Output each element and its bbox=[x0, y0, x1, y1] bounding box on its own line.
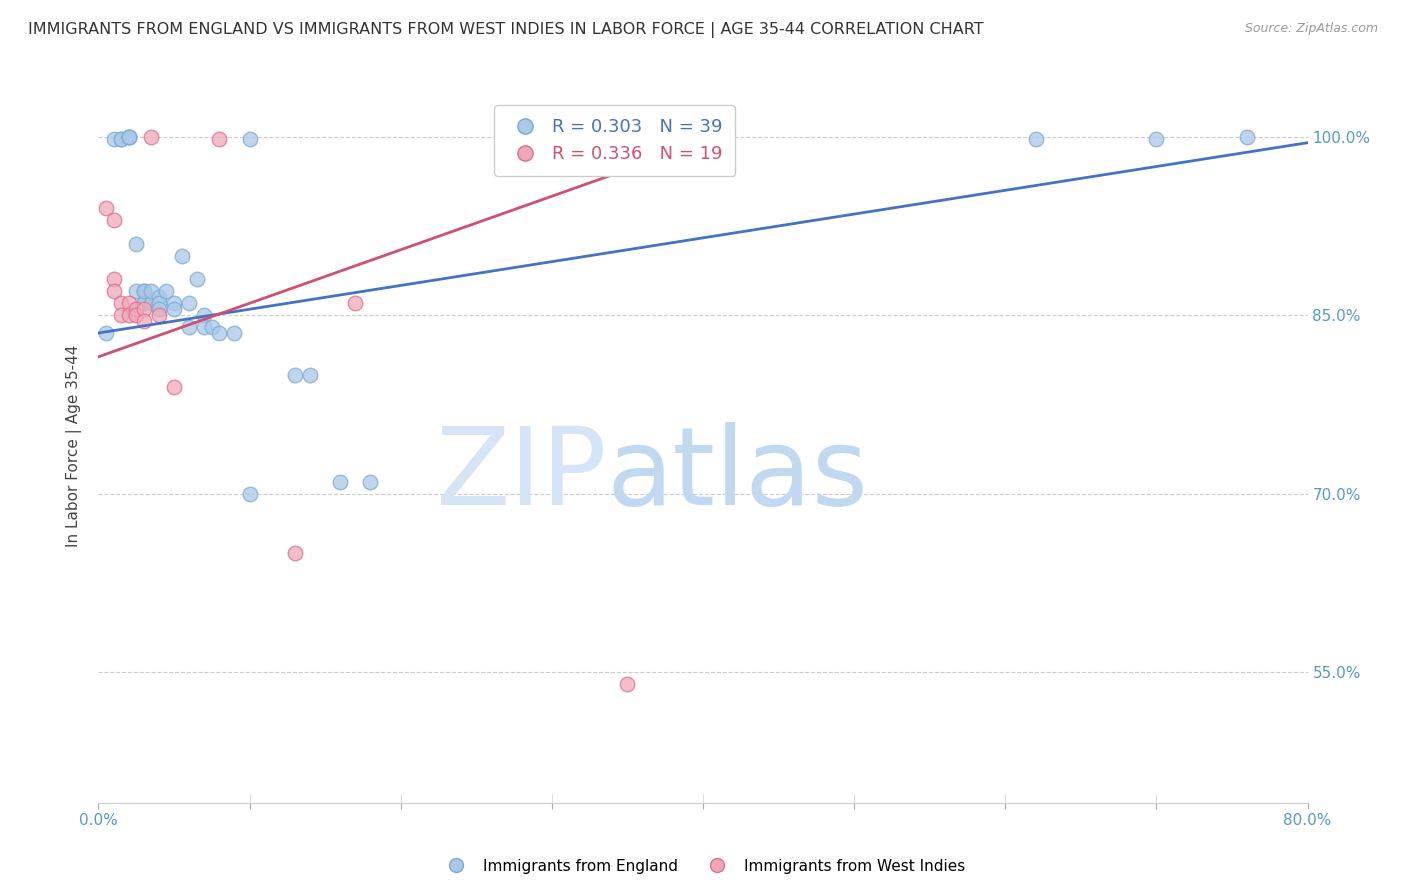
Point bbox=[1144, 132, 1167, 146]
Point bbox=[284, 368, 307, 382]
Point bbox=[141, 296, 163, 310]
Point bbox=[118, 129, 141, 144]
Point bbox=[224, 326, 246, 340]
Point bbox=[103, 213, 125, 227]
Point bbox=[170, 249, 193, 263]
Point bbox=[132, 296, 155, 310]
Point bbox=[110, 132, 132, 146]
Point bbox=[284, 546, 307, 560]
Legend: R = 0.303   N = 39, R = 0.336   N = 19: R = 0.303 N = 39, R = 0.336 N = 19 bbox=[495, 105, 735, 176]
Point bbox=[344, 296, 367, 310]
Text: atlas: atlas bbox=[606, 422, 869, 527]
Point bbox=[616, 677, 638, 691]
Point bbox=[110, 308, 132, 322]
Point bbox=[125, 302, 148, 317]
Point bbox=[103, 132, 125, 146]
Point bbox=[94, 326, 117, 340]
Point bbox=[103, 272, 125, 286]
Point bbox=[239, 486, 262, 500]
Point bbox=[132, 285, 155, 299]
Point bbox=[141, 285, 163, 299]
Text: IMMIGRANTS FROM ENGLAND VS IMMIGRANTS FROM WEST INDIES IN LABOR FORCE | AGE 35-4: IMMIGRANTS FROM ENGLAND VS IMMIGRANTS FR… bbox=[28, 22, 984, 38]
Point bbox=[201, 320, 224, 334]
Point bbox=[329, 475, 352, 489]
Point bbox=[179, 296, 201, 310]
Point bbox=[148, 302, 170, 317]
Point bbox=[118, 296, 141, 310]
Point bbox=[1024, 132, 1046, 146]
Point bbox=[148, 308, 170, 322]
Text: Source: ZipAtlas.com: Source: ZipAtlas.com bbox=[1244, 22, 1378, 36]
Point bbox=[239, 132, 262, 146]
Point bbox=[125, 308, 148, 322]
Point bbox=[360, 475, 382, 489]
Point bbox=[179, 320, 201, 334]
Point bbox=[132, 285, 155, 299]
Point bbox=[132, 302, 155, 317]
Point bbox=[208, 132, 231, 146]
Y-axis label: In Labor Force | Age 35-44: In Labor Force | Age 35-44 bbox=[66, 345, 83, 547]
Point bbox=[163, 302, 186, 317]
Point bbox=[118, 308, 141, 322]
Legend: Immigrants from England, Immigrants from West Indies: Immigrants from England, Immigrants from… bbox=[434, 853, 972, 880]
Point bbox=[193, 320, 215, 334]
Point bbox=[193, 308, 215, 322]
Point bbox=[163, 296, 186, 310]
Point bbox=[186, 272, 208, 286]
Point bbox=[94, 201, 117, 215]
Text: ZIP: ZIP bbox=[434, 422, 606, 527]
Point bbox=[148, 296, 170, 310]
Point bbox=[110, 132, 132, 146]
Point bbox=[103, 285, 125, 299]
Point bbox=[132, 314, 155, 328]
Point bbox=[163, 379, 186, 393]
Point bbox=[208, 326, 231, 340]
Point bbox=[118, 129, 141, 144]
Point bbox=[141, 129, 163, 144]
Point bbox=[1236, 129, 1258, 144]
Point bbox=[118, 129, 141, 144]
Point bbox=[110, 296, 132, 310]
Point bbox=[125, 285, 148, 299]
Point bbox=[125, 236, 148, 251]
Point bbox=[299, 368, 322, 382]
Point bbox=[132, 296, 155, 310]
Point bbox=[148, 290, 170, 304]
Point bbox=[155, 285, 177, 299]
